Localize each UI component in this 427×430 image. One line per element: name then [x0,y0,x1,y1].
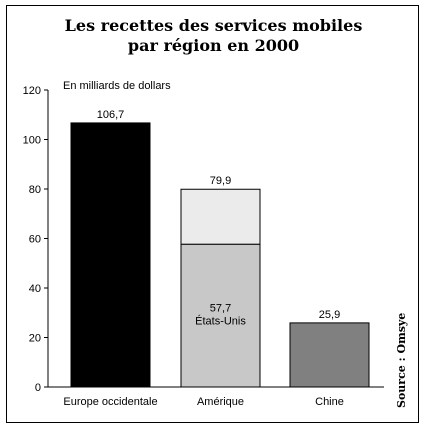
bar [70,122,151,388]
source-label: Source : Omsye [395,313,408,408]
y-tick-label: 0 [35,382,41,394]
bar-value-label: 79,9 [210,175,231,187]
y-tick-label: 40 [29,283,41,295]
chart-title-line-2: par région en 2000 [127,36,300,55]
category-label: Amérique [197,396,244,408]
category-label: Chine [315,396,344,408]
bar [289,322,370,388]
category-label: Europe occidentale [63,396,157,408]
bar-segment [180,188,261,245]
chart-title-line-1: Les recettes des services mobiles [64,16,363,35]
y-tick-label: 20 [29,333,41,345]
chart-title: Les recettes des services mobiles par ré… [0,16,427,56]
y-axis-unit-label: En milliards de dollars [63,80,171,92]
segment-name-label: États-Unis [195,315,246,328]
bar-value-label: 106,7 [97,109,125,121]
y-tick-label: 80 [29,184,41,196]
y-tick-label: 60 [29,234,41,246]
y-tick-label: 100 [23,135,41,147]
bar-segment [180,243,261,388]
segment-value-label: 57,7 [210,303,231,315]
y-tick-label: 120 [23,85,41,97]
bar-value-label: 25,9 [319,309,340,321]
